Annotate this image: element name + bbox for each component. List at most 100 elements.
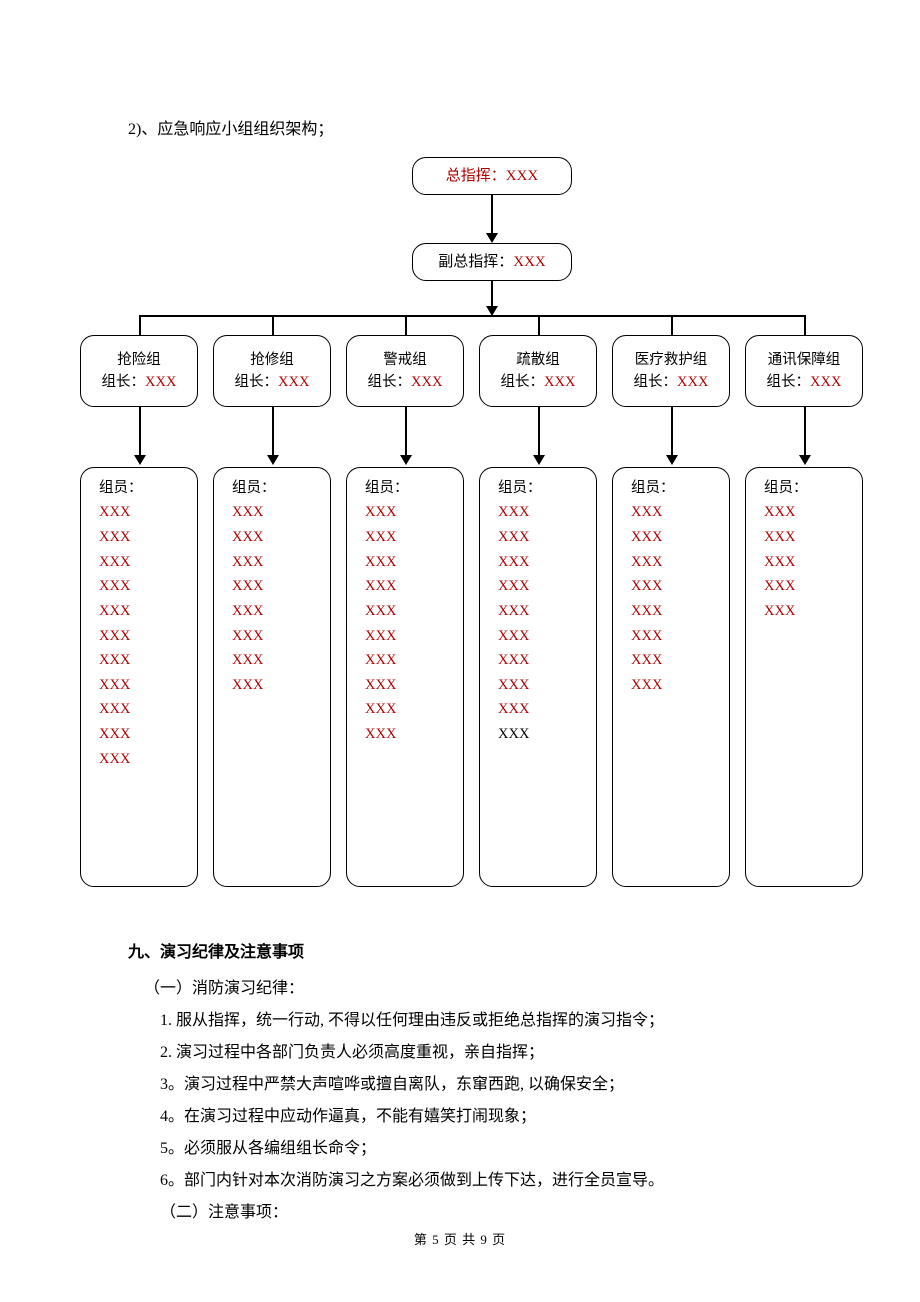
member-box-2: 组员：XXXXXXXXXXXXXXXXXXXXXXXXXXXXXX [346,467,464,887]
member-name: XXX [99,673,197,698]
arrow-icon [533,455,545,465]
member-name: XXX [498,673,596,698]
page-footer: 第 5 页 共 9 页 [0,1229,920,1248]
member-name: XXX [631,525,729,550]
team-box-3: 疏散组 组长：XXX [479,335,597,407]
member-name: XXX [232,599,330,624]
member-name: XXX [365,697,463,722]
member-name: XXX [232,574,330,599]
member-name: XXX [232,550,330,575]
member-name: XXX [365,525,463,550]
member-name: XXX [99,599,197,624]
member-name: XXX [498,697,596,722]
member-name: XXX [764,525,862,550]
team-box-0: 抢险组 组长：XXX [80,335,198,407]
connector [804,315,806,335]
member-name: XXX [498,722,596,747]
section-sub2: （二）注意事项： [160,1197,860,1229]
connector [405,407,407,455]
member-label: 组员： [764,478,862,498]
member-name: XXX [99,574,197,599]
member-name: XXX [631,648,729,673]
member-name: XXX [631,574,729,599]
member-name: XXX [631,500,729,525]
member-name: XXX [365,722,463,747]
leader-name: XXX [544,374,575,390]
section-heading: 2)、应急响应小组组织架构； [128,115,860,139]
deputy-name: XXX [513,254,546,270]
member-name: XXX [232,648,330,673]
member-name: XXX [365,550,463,575]
leader-label: 组长： [102,374,146,390]
member-box-1: 组员：XXXXXXXXXXXXXXXXXXXXXXXX [213,467,331,887]
team-title: 抢险组 [117,350,161,370]
rule-item: 1. 服从指挥，统一行动, 不得以任何理由违反或拒绝总指挥的演习指令； [160,1005,860,1037]
connector [671,315,673,335]
member-label: 组员： [631,478,729,498]
arrow-icon [799,455,811,465]
member-name: XXX [99,747,197,772]
member-name: XXX [99,697,197,722]
member-name: XXX [232,624,330,649]
member-label: 组员： [99,478,197,498]
leader-label: 组长： [235,374,279,390]
member-name: XXX [764,599,862,624]
leader-label: 组长： [634,374,678,390]
rule-item: 5。必须服从各编组组长命令； [160,1133,860,1165]
member-name: XXX [365,648,463,673]
member-name: XXX [764,550,862,575]
connector [671,407,673,455]
member-name: XXX [99,525,197,550]
arrow-icon [486,233,498,243]
team-title: 抢修组 [250,350,294,370]
rule-item: 2. 演习过程中各部门负责人必须高度重视，亲自指挥； [160,1037,860,1069]
section-sub1: （一）消防演习纪律： [144,973,860,1005]
leader-name: XXX [677,374,708,390]
connector [139,315,804,317]
leader-label: 组长： [501,374,545,390]
member-name: XXX [232,525,330,550]
member-name: XXX [498,574,596,599]
member-name: XXX [498,500,596,525]
section-title: 九、演习纪律及注意事项 [128,937,860,969]
leader-label: 组长： [368,374,412,390]
member-name: XXX [365,500,463,525]
org-chart: 总指挥：XXX 副总指挥：XXX 抢险组 组长：XXX 抢修组 组长：XXX 警… [60,157,860,897]
member-name: XXX [365,599,463,624]
member-name: XXX [99,648,197,673]
leader-name: XXX [411,374,442,390]
member-name: XXX [498,648,596,673]
member-name: XXX [631,550,729,575]
member-name: XXX [631,673,729,698]
member-box-4: 组员：XXXXXXXXXXXXXXXXXXXXXXXX [612,467,730,887]
commander-box: 总指挥：XXX [412,157,572,195]
member-name: XXX [232,500,330,525]
member-box-0: 组员：XXXXXXXXXXXXXXXXXXXXXXXXXXXXXXXXX [80,467,198,887]
team-title: 医疗救护组 [635,350,708,370]
connector [804,407,806,455]
member-name: XXX [99,624,197,649]
member-name: XXX [99,722,197,747]
member-name: XXX [631,624,729,649]
connector [491,195,493,233]
connector [272,315,274,335]
member-name: XXX [764,500,862,525]
connector [538,315,540,335]
member-name: XXX [232,673,330,698]
leader-name: XXX [145,374,176,390]
member-name: XXX [99,550,197,575]
arrow-icon [400,455,412,465]
leader-name: XXX [810,374,841,390]
member-name: XXX [498,550,596,575]
arrow-icon [666,455,678,465]
rule-item: 3。演习过程中严禁大声喧哗或擅自离队，东窜西跑, 以确保安全； [160,1069,860,1101]
member-name: XXX [498,599,596,624]
deputy-label: 副总指挥： [438,254,513,270]
member-name: XXX [498,624,596,649]
member-box-3: 组员：XXXXXXXXXXXXXXXXXXXXXXXXXXXXXX [479,467,597,887]
member-label: 组员： [232,478,330,498]
commander-label: 总指挥： [446,168,506,184]
connector [538,407,540,455]
team-title: 警戒组 [383,350,427,370]
team-box-1: 抢修组 组长：XXX [213,335,331,407]
